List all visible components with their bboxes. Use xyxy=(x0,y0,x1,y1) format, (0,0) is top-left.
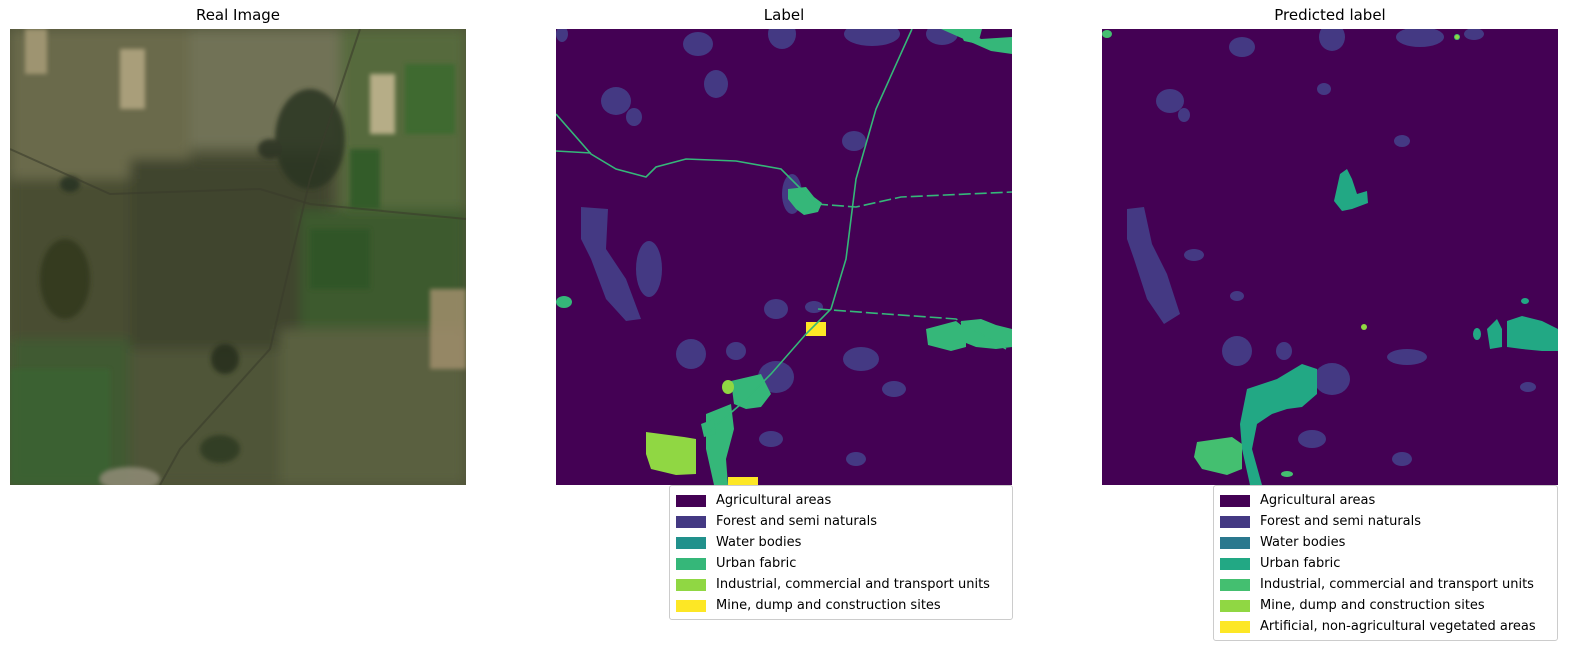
label-legend: Agricultural areas Forest and semi natura… xyxy=(669,485,1013,620)
legend-label: Industrial, commercial and transport uni… xyxy=(716,577,990,592)
legend-label: Mine, dump and construction sites xyxy=(716,598,941,613)
predicted-legend: Agricultural areas Forest and semi natura… xyxy=(1213,485,1558,641)
label-title: Label xyxy=(763,6,805,24)
legend-label: Agricultural areas xyxy=(1260,493,1376,508)
legend-label: Forest and semi naturals xyxy=(1260,514,1422,529)
legend-swatch xyxy=(676,515,706,528)
legend-label: Urban fabric xyxy=(1260,556,1341,571)
label-segmentation-map xyxy=(556,29,1012,485)
legend-swatch xyxy=(1220,578,1250,591)
legend-swatch xyxy=(676,578,706,591)
legend-swatch xyxy=(676,494,706,507)
legend-label: Water bodies xyxy=(716,535,802,550)
legend-item: Water bodies xyxy=(676,532,1006,553)
legend-item: Agricultural areas xyxy=(1220,490,1551,511)
legend-item: Mine, dump and construction sites xyxy=(676,595,1006,616)
legend-item: Urban fabric xyxy=(1220,553,1551,574)
legend-swatch xyxy=(676,599,706,612)
legend-label: Water bodies xyxy=(1260,535,1346,550)
legend-swatch xyxy=(676,536,706,549)
legend-item: Agricultural areas xyxy=(676,490,1006,511)
legend-label: Agricultural areas xyxy=(716,493,832,508)
legend-item: Forest and semi naturals xyxy=(676,511,1006,532)
real-satellite-image xyxy=(10,29,466,485)
predicted-label-title: Predicted label xyxy=(1274,6,1386,24)
real-image-title: Real Image xyxy=(195,6,281,24)
predicted-segmentation-map xyxy=(1102,29,1558,485)
legend-label: Forest and semi naturals xyxy=(716,514,878,529)
legend-item: Industrial, commercial and transport uni… xyxy=(1220,574,1551,595)
legend-swatch xyxy=(1220,599,1250,612)
legend-item: Mine, dump and construction sites xyxy=(1220,595,1551,616)
legend-swatch xyxy=(1220,515,1250,528)
legend-label: Mine, dump and construction sites xyxy=(1260,598,1485,613)
legend-label: Urban fabric xyxy=(716,556,797,571)
legend-label: Industrial, commercial and transport uni… xyxy=(1260,577,1534,592)
legend-item: Urban fabric xyxy=(676,553,1006,574)
legend-item: Forest and semi naturals xyxy=(1220,511,1551,532)
legend-item: Artificial, non-agricultural vegetated a… xyxy=(1220,616,1551,637)
legend-swatch xyxy=(1220,557,1250,570)
legend-label: Artificial, non-agricultural vegetated a… xyxy=(1260,619,1536,634)
legend-swatch xyxy=(1220,494,1250,507)
legend-item: Industrial, commercial and transport uni… xyxy=(676,574,1006,595)
legend-swatch xyxy=(1220,620,1250,633)
legend-swatch xyxy=(1220,536,1250,549)
legend-swatch xyxy=(676,557,706,570)
legend-item: Water bodies xyxy=(1220,532,1551,553)
